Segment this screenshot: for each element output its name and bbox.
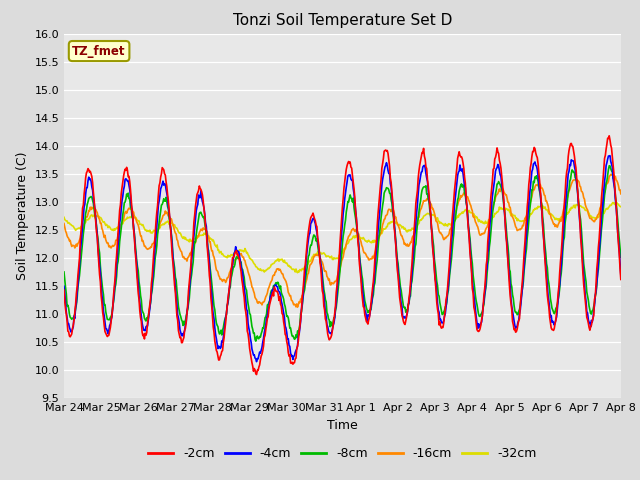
Legend: -2cm, -4cm, -8cm, -16cm, -32cm: -2cm, -4cm, -8cm, -16cm, -32cm xyxy=(143,442,541,465)
Title: Tonzi Soil Temperature Set D: Tonzi Soil Temperature Set D xyxy=(233,13,452,28)
X-axis label: Time: Time xyxy=(327,419,358,432)
Y-axis label: Soil Temperature (C): Soil Temperature (C) xyxy=(16,152,29,280)
Text: TZ_fmet: TZ_fmet xyxy=(72,45,126,58)
